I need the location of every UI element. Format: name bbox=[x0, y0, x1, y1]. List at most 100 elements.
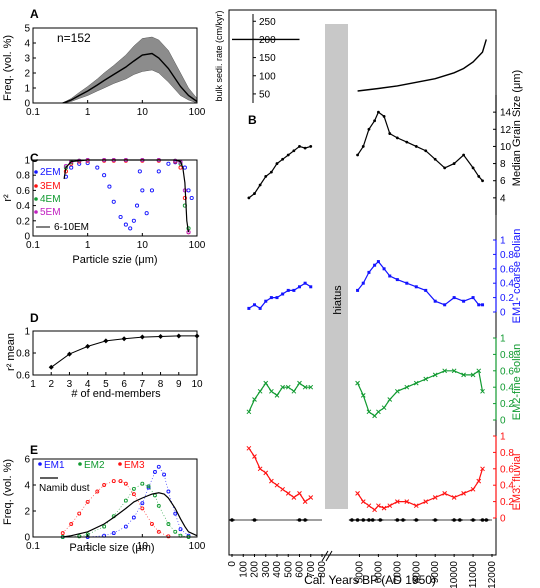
em1-ytick-label: 1 bbox=[500, 236, 506, 247]
panel-a-xtick-label: 100 bbox=[189, 107, 206, 118]
panel-a-xtick-label: 0.1 bbox=[26, 107, 40, 118]
em1-point bbox=[481, 303, 485, 307]
panel-b-xtick-label: 800 bbox=[317, 561, 328, 578]
median-grain-point bbox=[433, 157, 437, 161]
panel-d-xtick-label: 4 bbox=[85, 379, 91, 390]
em3-point bbox=[355, 491, 360, 496]
panel-c-axes-frame bbox=[32, 159, 198, 237]
panel-c-legend-marker bbox=[34, 184, 38, 188]
panel-b-xtick-label: 400 bbox=[272, 561, 283, 578]
em3-ytick-label: 0.2 bbox=[500, 497, 514, 508]
panel-b-xtick-label: 12000 bbox=[487, 561, 498, 588]
em3-ytick-label: 0.8 bbox=[500, 448, 514, 459]
panel-a: A n=152 Freq. (vol. %) 0.1 1 10 100 0 1 2 3 4 5 bbox=[2, 7, 206, 118]
median-grain-point bbox=[281, 157, 285, 161]
panel-b-xtick-label: 200 bbox=[250, 561, 261, 578]
panel-a-ytick-label: 3 bbox=[24, 54, 30, 65]
em3-point bbox=[366, 503, 372, 509]
panel-a-xtick-label: 10 bbox=[137, 107, 149, 118]
panel-d-point bbox=[139, 334, 145, 340]
em1-point bbox=[298, 285, 301, 289]
panel-e-point-em1 bbox=[111, 531, 116, 536]
em2-point bbox=[302, 384, 308, 390]
panel-d-letter: D bbox=[30, 311, 39, 325]
em2-point bbox=[308, 384, 314, 390]
panel-e-ytick-label: 2 bbox=[24, 507, 30, 518]
panel-b-letter: B bbox=[248, 113, 257, 127]
median-grain-point bbox=[471, 166, 475, 170]
sedi-rate-ylabel: bulk sedi. rate (cm/kyr) bbox=[214, 10, 224, 101]
panel-c-legend-label: 2EM bbox=[40, 167, 61, 178]
panel-e-point-em1 bbox=[123, 524, 128, 529]
em1-ytick-label: 0 bbox=[500, 308, 506, 319]
panel-e-line-em3 bbox=[62, 480, 169, 537]
panel-d-ytick-label: 1 bbox=[24, 327, 30, 338]
panel-c-point-2em bbox=[140, 188, 145, 193]
hiatus-band bbox=[325, 24, 348, 509]
panel-a-ytick-label: 0 bbox=[24, 99, 30, 110]
em3-point bbox=[480, 466, 485, 472]
em2-point bbox=[280, 384, 285, 390]
em3-ylabel: EM3: fluvial bbox=[511, 454, 523, 511]
panel-c-point-2em bbox=[144, 211, 149, 216]
em1-point bbox=[452, 296, 456, 300]
panel-c-point-2em bbox=[95, 165, 100, 170]
em2-point bbox=[432, 372, 438, 378]
em2-ytick-label: 0.6 bbox=[500, 366, 514, 377]
panel-c-point-2em bbox=[149, 188, 155, 193]
median-grain-point bbox=[443, 166, 447, 170]
panel-d-point bbox=[176, 333, 182, 339]
panel-c-ytick-label: 0 bbox=[24, 232, 30, 243]
em2-point bbox=[451, 368, 457, 374]
em1-point bbox=[264, 299, 268, 303]
panel-c-point-2em bbox=[107, 184, 112, 189]
em3-point bbox=[376, 503, 381, 509]
em1-point bbox=[443, 303, 447, 307]
panel-e-point-em1 bbox=[166, 489, 171, 494]
panel-e-point-em2 bbox=[140, 481, 145, 486]
panel-d-xtick-label: 7 bbox=[140, 379, 146, 390]
panel-e-legend-marker bbox=[118, 462, 122, 466]
em2-point bbox=[366, 409, 372, 415]
panel-e-point-em3 bbox=[150, 522, 154, 526]
panel-c-legend-label-6-10em: 6-10EM bbox=[54, 222, 89, 233]
panel-b-axis-break bbox=[321, 550, 333, 562]
panel-d-axes-frame bbox=[32, 330, 198, 376]
panel-e-namib-label: Namib dust bbox=[39, 483, 90, 494]
em2-point bbox=[269, 388, 274, 394]
panel-d-xtick-label: 2 bbox=[48, 379, 54, 390]
em1-point bbox=[356, 288, 360, 292]
median-grain-point bbox=[269, 170, 273, 174]
em3-point bbox=[476, 478, 482, 484]
panel-d-xlabel: # of end-members bbox=[71, 388, 161, 400]
em2-ytick-label: 1 bbox=[500, 334, 506, 345]
em1-point bbox=[373, 263, 377, 267]
em2-point bbox=[476, 368, 482, 374]
panel-d-xtick-label: 9 bbox=[176, 379, 182, 390]
em2-point bbox=[285, 384, 291, 390]
panel-e-legend-label: EM2 bbox=[84, 460, 105, 471]
median-grain-point bbox=[367, 127, 371, 131]
em3-point bbox=[360, 499, 366, 504]
em1-point bbox=[269, 296, 273, 300]
median-grain-point bbox=[395, 136, 399, 140]
panel-b-xlabel: Cal. Years BP (AD 1950) bbox=[304, 573, 436, 587]
panel-c-point-3em bbox=[182, 195, 187, 201]
panel-c-point-2em bbox=[131, 218, 136, 223]
sedi-rate-ytick-label: 50 bbox=[259, 89, 271, 100]
panel-e-point-em2 bbox=[146, 484, 151, 489]
panel-e-point-em3 bbox=[95, 489, 100, 494]
em2-point bbox=[404, 384, 410, 390]
em3-point bbox=[269, 478, 274, 484]
panel-c-ytick-label: 1 bbox=[24, 156, 30, 167]
median-grain-ytick-label: 10 bbox=[500, 142, 512, 153]
em3-point bbox=[285, 491, 291, 496]
em1-point bbox=[361, 281, 365, 285]
median-grain-point bbox=[298, 145, 301, 148]
em2-point bbox=[461, 372, 466, 378]
panel-c-legend-label: 5EM bbox=[40, 207, 61, 218]
median-grain-ytick-label: 14 bbox=[500, 108, 512, 119]
em2-point bbox=[360, 393, 366, 398]
em2-ytick-label: 0 bbox=[500, 416, 506, 427]
panel-c-point-2em bbox=[102, 173, 107, 178]
